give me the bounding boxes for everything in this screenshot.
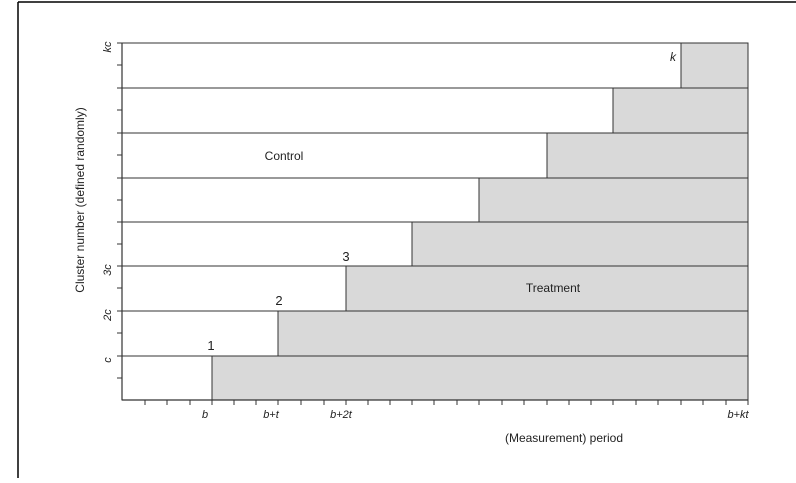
row-3-control <box>121 265 347 312</box>
step-label-k: k <box>670 50 677 64</box>
row-8-control <box>121 42 682 89</box>
row-5-treatment <box>478 177 749 223</box>
step-label-1: 1 <box>207 338 214 353</box>
treatment-label: Treatment <box>526 281 581 295</box>
row-5-control <box>121 177 480 223</box>
row-2-treatment <box>277 310 749 357</box>
x-axis-title: (Measurement) period <box>505 431 623 445</box>
row-6-treatment <box>546 132 749 179</box>
row-7-control <box>121 87 614 134</box>
control-label: Control <box>265 149 304 163</box>
x-tick-b-plus-kt: b+kt <box>727 409 749 421</box>
row-4-control <box>121 221 413 267</box>
x-tick-b: b <box>202 409 208 421</box>
y-axis-title: Cluster number (defined randomly) <box>73 107 87 292</box>
x-tick-b-plus-2t: b+2t <box>330 409 353 421</box>
y-tick-3c: 3c <box>102 264 114 276</box>
y-tick-kc: kc <box>102 41 114 53</box>
row-6-control <box>121 132 548 179</box>
row-3-treatment <box>345 265 749 312</box>
row-7-treatment <box>612 87 749 134</box>
row-1-treatment <box>211 355 749 401</box>
y-tick-c: c <box>102 357 114 363</box>
y-minor-ticks <box>117 42 122 379</box>
row-1-control <box>121 355 213 401</box>
x-tick-b-plus-t: b+t <box>263 409 280 421</box>
y-tick-2c: 2c <box>102 309 114 322</box>
row-8-treatment <box>680 42 749 89</box>
row-4-treatment <box>411 221 749 267</box>
x-minor-ticks <box>144 400 749 405</box>
step-label-2: 2 <box>275 293 282 308</box>
step-label-3: 3 <box>342 249 349 264</box>
rows <box>121 42 749 401</box>
row-2-control <box>121 310 279 357</box>
